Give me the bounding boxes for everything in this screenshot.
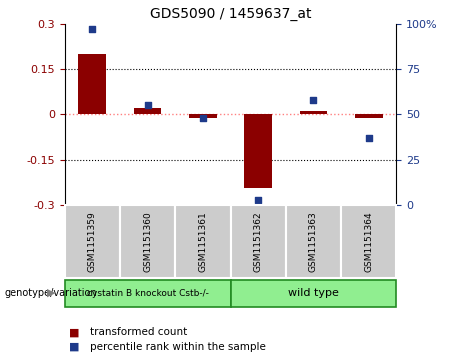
Text: percentile rank within the sample: percentile rank within the sample xyxy=(90,342,266,352)
Point xyxy=(365,135,372,141)
Bar xyxy=(244,114,272,188)
Text: GSM1151363: GSM1151363 xyxy=(309,211,318,272)
Text: GSM1151364: GSM1151364 xyxy=(364,211,373,272)
Bar xyxy=(189,114,217,118)
Bar xyxy=(134,108,161,114)
Text: ■: ■ xyxy=(69,342,80,352)
Text: GSM1151360: GSM1151360 xyxy=(143,211,152,272)
Bar xyxy=(355,114,383,118)
Bar xyxy=(341,205,396,278)
Text: GSM1151359: GSM1151359 xyxy=(88,211,97,272)
Text: ■: ■ xyxy=(69,327,80,337)
Bar xyxy=(230,280,396,307)
Point xyxy=(254,197,262,203)
Bar xyxy=(65,205,120,278)
Text: wild type: wild type xyxy=(288,288,339,298)
Title: GDS5090 / 1459637_at: GDS5090 / 1459637_at xyxy=(150,7,311,21)
Point xyxy=(144,102,151,108)
Text: GSM1151362: GSM1151362 xyxy=(254,211,263,272)
Bar xyxy=(78,54,106,114)
Point xyxy=(310,97,317,103)
Bar xyxy=(175,205,230,278)
Bar xyxy=(65,280,230,307)
Text: ▶: ▶ xyxy=(47,288,55,298)
Bar xyxy=(286,205,341,278)
Text: transformed count: transformed count xyxy=(90,327,187,337)
Text: genotype/variation: genotype/variation xyxy=(5,288,97,298)
Bar xyxy=(230,205,286,278)
Point xyxy=(89,26,96,32)
Point xyxy=(199,115,207,121)
Bar xyxy=(300,111,327,114)
Text: GSM1151361: GSM1151361 xyxy=(198,211,207,272)
Bar xyxy=(120,205,175,278)
Text: cystatin B knockout Cstb-/-: cystatin B knockout Cstb-/- xyxy=(87,289,208,298)
